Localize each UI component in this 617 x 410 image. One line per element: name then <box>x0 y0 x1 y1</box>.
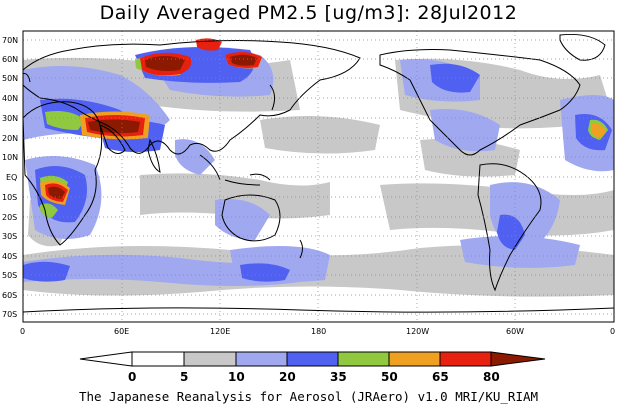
colorbar-label: 10 <box>228 370 245 384</box>
lat-label: 70N <box>2 36 18 45</box>
lon-label: 60W <box>506 327 524 336</box>
colorbar-arrow-low <box>79 351 133 367</box>
colorbar-label: 65 <box>432 370 449 384</box>
colorbar-label: 20 <box>279 370 296 384</box>
pm25-field <box>23 34 614 313</box>
lon-label: 0 <box>610 327 615 336</box>
lat-label: 30N <box>2 114 18 123</box>
colorbar-label: 80 <box>483 370 500 384</box>
colorbar-swatch <box>286 351 339 367</box>
lat-label: EQ <box>6 173 17 182</box>
colorbar-swatch <box>235 351 288 367</box>
lat-label: 40N <box>2 94 18 103</box>
lat-label: 20N <box>2 134 18 143</box>
japan-coast <box>269 84 276 111</box>
map-title: Daily Averaged PM2.5 [ug/m3]: 28Jul2012 <box>99 2 518 24</box>
colorbar: 0 5 10 20 35 50 65 80 <box>79 351 546 384</box>
longitude-labels: 0 60E 120E 180 120W 60W 0 <box>20 327 615 336</box>
colorbar-label: 0 <box>128 370 136 384</box>
latitude-labels: 70N 60N 50N 40N 30N 20N 10N EQ 10S 20S 3… <box>2 36 18 319</box>
eurasia-coast <box>23 40 361 155</box>
southamerica-coast <box>477 163 542 292</box>
lat-label: 10N <box>2 153 18 162</box>
uk-coast <box>23 73 31 83</box>
lon-label: 120E <box>210 327 230 336</box>
africa-coast <box>23 101 103 246</box>
dataset-credit: The Japanese Reanalysis for Aerosol (JRA… <box>78 389 539 404</box>
colorbar-label: 50 <box>381 370 398 384</box>
indonesia-coast <box>199 154 271 186</box>
colorbar-label: 35 <box>330 370 347 384</box>
lat-label: 50N <box>2 74 18 83</box>
colorbar-swatch <box>439 351 492 367</box>
lat-label: 30S <box>2 232 17 241</box>
newzealand-coast <box>299 239 303 259</box>
northamerica-coast <box>379 49 581 156</box>
lon-label: 120W <box>406 327 429 336</box>
colorbar-label: 5 <box>180 370 188 384</box>
arabia-coast <box>99 124 126 154</box>
colorbar-arrow-high <box>490 351 546 367</box>
lon-label: 60E <box>114 327 129 336</box>
greenland-coast <box>559 34 606 61</box>
lat-label: 60S <box>2 291 17 300</box>
lat-label: 50S <box>2 271 17 280</box>
colorbar-swatch <box>388 351 441 367</box>
lat-label: 10S <box>2 193 17 202</box>
map-graticule <box>23 31 614 322</box>
colorbar-swatch <box>183 351 237 367</box>
lon-label: 0 <box>20 327 25 336</box>
australia-coast <box>221 194 281 242</box>
lat-label: 70S <box>2 310 17 319</box>
india-coast <box>147 138 161 173</box>
colorbar-swatch-white <box>131 351 185 367</box>
lat-label: 60N <box>2 55 18 64</box>
lat-label: 40S <box>2 252 17 261</box>
lon-label: 180 <box>311 327 326 336</box>
colorbar-swatch <box>337 351 390 367</box>
lat-label: 20S <box>2 213 17 222</box>
map-frame <box>22 30 615 323</box>
